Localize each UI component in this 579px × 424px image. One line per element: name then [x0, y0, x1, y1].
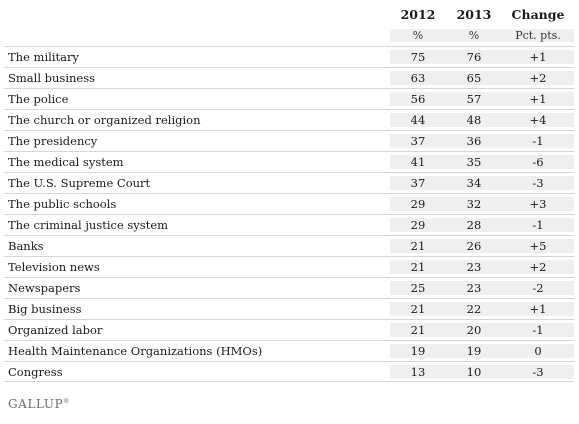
row-value-2012: 19	[390, 344, 446, 358]
table-row: The public schools 29 32 +3	[4, 193, 574, 214]
row-change: 0	[502, 344, 574, 358]
units-row: % % Pct. pts.	[4, 25, 574, 46]
row-value-2013: 23	[446, 260, 502, 274]
header-row: 2012 2013 Change	[4, 4, 574, 25]
row-change: +2	[502, 71, 574, 85]
row-value-2012: 44	[390, 113, 446, 127]
row-change: -3	[502, 176, 574, 190]
gallup-logo: GALLUP®	[8, 397, 70, 411]
row-value-2012: 25	[390, 281, 446, 295]
row-value-2012: 41	[390, 155, 446, 169]
row-value-2013: 36	[446, 134, 502, 148]
row-label: The criminal justice system	[8, 218, 169, 232]
confidence-table: 2012 2013 Change % % Pct. pts. The milit…	[4, 4, 574, 382]
registered-mark: ®	[63, 398, 70, 405]
row-value-2013: 20	[446, 323, 502, 337]
row-value-2013: 76	[446, 50, 502, 64]
table-row: The military 75 76 +1	[4, 46, 574, 67]
row-value-2013: 35	[446, 155, 502, 169]
row-value-2013: 22	[446, 302, 502, 316]
row-label: Banks	[8, 239, 44, 253]
row-change: -1	[502, 218, 574, 232]
units-2013: %	[446, 29, 502, 42]
row-change: -1	[502, 134, 574, 148]
row-value-2012: 63	[390, 71, 446, 85]
row-change: +2	[502, 260, 574, 274]
row-change: +5	[502, 239, 574, 253]
row-value-2012: 21	[390, 302, 446, 316]
row-label: The U.S. Supreme Court	[8, 176, 151, 190]
row-label: Organized labor	[8, 323, 103, 337]
table-row: Big business 21 22 +1	[4, 298, 574, 319]
row-value-2013: 10	[446, 364, 502, 379]
row-value-2013: 19	[446, 344, 502, 358]
table-row: Small business 63 65 +2	[4, 67, 574, 88]
row-change: -6	[502, 155, 574, 169]
row-change: -1	[502, 323, 574, 337]
table-row: Congress 13 10 -3	[4, 361, 574, 382]
row-value-2013: 57	[446, 92, 502, 106]
row-label: The church or organized religion	[8, 113, 201, 127]
row-label: The military	[8, 50, 79, 64]
units-2012: %	[390, 29, 446, 42]
row-value-2013: 34	[446, 176, 502, 190]
table-row: The church or organized religion 44 48 +4	[4, 109, 574, 130]
header-change: Change	[511, 7, 565, 22]
row-change: +1	[502, 302, 574, 316]
table-row: The U.S. Supreme Court 37 34 -3	[4, 172, 574, 193]
row-value-2012: 13	[390, 364, 446, 379]
row-value-2013: 48	[446, 113, 502, 127]
row-label: Big business	[8, 302, 82, 316]
table-row: Newspapers 25 23 -2	[4, 277, 574, 298]
table-row: The criminal justice system 29 28 -1	[4, 214, 574, 235]
row-value-2012: 21	[390, 323, 446, 337]
row-change: -3	[502, 364, 574, 379]
table-row: The medical system 41 35 -6	[4, 151, 574, 172]
row-value-2012: 21	[390, 239, 446, 253]
row-value-2012: 21	[390, 260, 446, 274]
row-change: +4	[502, 113, 574, 127]
row-value-2012: 56	[390, 92, 446, 106]
row-value-2012: 37	[390, 176, 446, 190]
row-value-2013: 65	[446, 71, 502, 85]
row-value-2012: 37	[390, 134, 446, 148]
row-change: +1	[502, 50, 574, 64]
header-2012: 2012	[400, 7, 436, 22]
table-row: Television news 21 23 +2	[4, 256, 574, 277]
row-label: Health Maintenance Organizations (HMOs)	[8, 344, 263, 358]
row-value-2012: 29	[390, 197, 446, 211]
row-value-2012: 75	[390, 50, 446, 64]
row-label: Newspapers	[8, 281, 81, 295]
row-value-2012: 29	[390, 218, 446, 232]
row-change: +3	[502, 197, 574, 211]
row-value-2013: 26	[446, 239, 502, 253]
row-value-2013: 32	[446, 197, 502, 211]
units-change: Pct. pts.	[502, 29, 574, 42]
row-value-2013: 28	[446, 218, 502, 232]
table-row: The police 56 57 +1	[4, 88, 574, 109]
table-row: Banks 21 26 +5	[4, 235, 574, 256]
row-label: The police	[8, 92, 69, 106]
row-change: +1	[502, 92, 574, 106]
row-label: Congress	[8, 364, 63, 379]
table-row: Health Maintenance Organizations (HMOs) 1…	[4, 340, 574, 361]
table-body: The military 75 76 +1 Small business 63 65 +2 Th…	[4, 46, 574, 382]
row-label: Small business	[8, 71, 96, 85]
header-2013: 2013	[456, 7, 492, 22]
row-value-2013: 23	[446, 281, 502, 295]
row-label: The medical system	[8, 155, 124, 169]
logo-text: GALLUP	[8, 397, 64, 411]
table-row: The presidency 37 36 -1	[4, 130, 574, 151]
row-label: Television news	[8, 260, 100, 274]
table-row: Organized labor 21 20 -1	[4, 319, 574, 340]
row-change: -2	[502, 281, 574, 295]
row-label: The public schools	[8, 197, 117, 211]
row-label: The presidency	[8, 134, 98, 148]
